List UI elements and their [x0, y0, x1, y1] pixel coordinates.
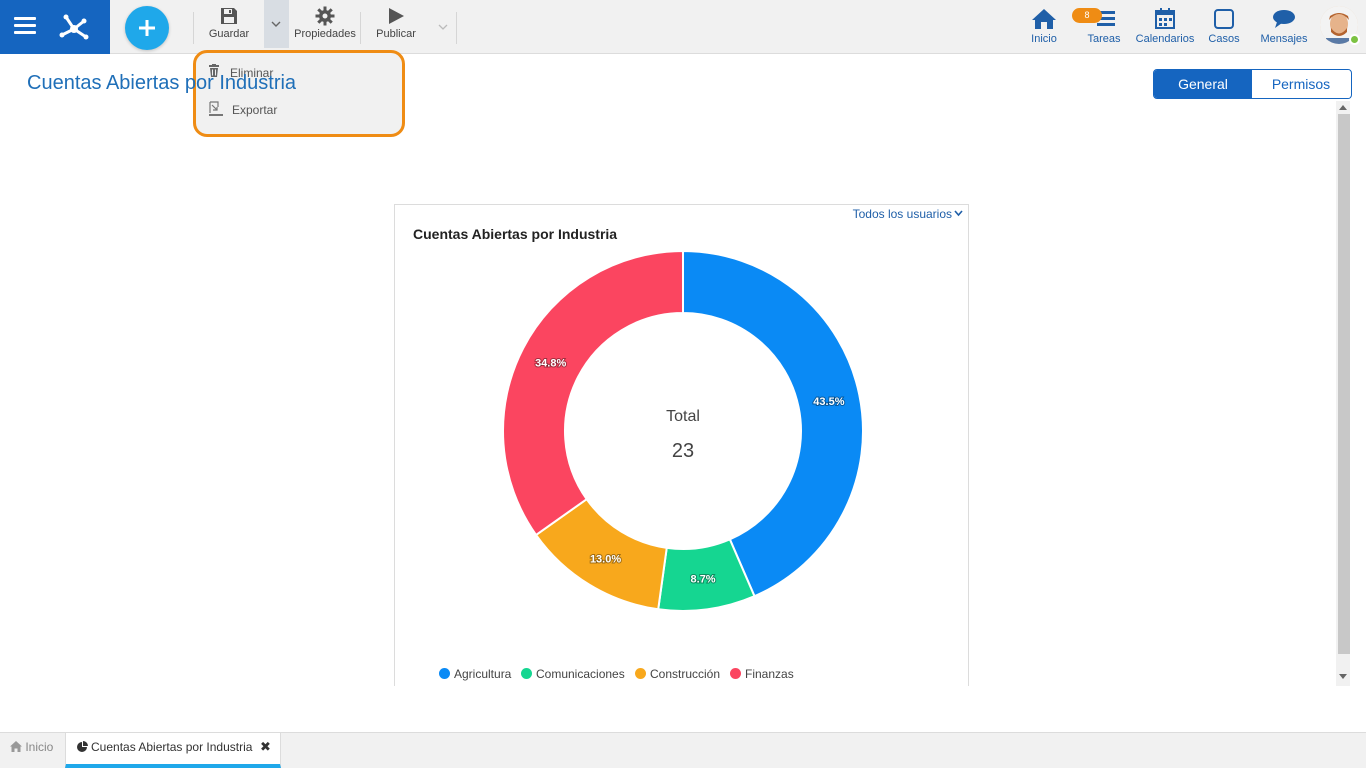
properties-button[interactable]: Propiedades: [292, 6, 358, 48]
menu-item-label: Eliminar: [230, 66, 274, 80]
donut-slice-agricultura[interactable]: [682, 249, 864, 598]
home-icon: [10, 741, 22, 752]
legend-marker: [635, 668, 646, 679]
users-filter-dropdown[interactable]: Todos los usuarios: [853, 207, 963, 221]
slice-data-label: 8.7%: [691, 574, 716, 586]
legend-label: Agricultura: [454, 667, 512, 681]
menu-icon[interactable]: [14, 17, 36, 35]
save-button[interactable]: Guardar: [205, 6, 253, 48]
publish-label: Publicar: [376, 28, 416, 40]
calendar-icon: [1155, 8, 1175, 29]
export-icon: [209, 101, 223, 116]
toolbar-divider: [193, 12, 194, 44]
save-label: Guardar: [208, 28, 250, 40]
scrollbar-thumb[interactable]: [1338, 114, 1350, 654]
tab-general[interactable]: General: [1154, 70, 1252, 98]
toolbar-divider: [360, 12, 361, 44]
play-icon: [389, 8, 404, 24]
messages-icon: [1273, 10, 1295, 28]
cases-icon: [1214, 9, 1234, 29]
legend-label: Finanzas: [745, 667, 794, 681]
slice-data-label: 43.5%: [813, 396, 844, 408]
page-title: Cuentas Abiertas por Industria: [27, 72, 297, 94]
home-icon: [1032, 9, 1056, 29]
publish-button[interactable]: Publicar: [372, 6, 420, 48]
chevron-down-icon: [954, 210, 963, 217]
nav-casos[interactable]: Casos: [1206, 8, 1242, 50]
donut-slice-finanzas[interactable]: [502, 249, 684, 537]
nav-tareas-label: Tareas: [1087, 33, 1121, 45]
legend-marker: [521, 668, 532, 679]
slice-data-label: 34.8%: [535, 358, 566, 370]
nav-inicio[interactable]: Inicio: [1024, 8, 1064, 50]
legend-item-construcción[interactable]: Construcción: [635, 667, 720, 681]
bottom-tab-bar: Inicio Cuentas Abiertas por Industria ✖: [0, 732, 1366, 768]
chevron-down-icon[interactable]: [436, 20, 450, 34]
chart-center-value: 23: [672, 440, 694, 462]
donut-chart: 43.5% 8.7% 13.0% 34.8% Total 23: [502, 249, 864, 612]
properties-label: Propiedades: [294, 28, 356, 40]
legend-item-finanzas[interactable]: Finanzas: [730, 667, 794, 681]
brand-area: [0, 0, 110, 54]
toolbar-divider: [456, 12, 457, 44]
nav-casos-label: Casos: [1208, 33, 1240, 45]
chart-center-label: Total: [666, 408, 700, 425]
chart-title: Cuentas Abiertas por Industria: [413, 226, 618, 242]
nav-mensajes-label: Mensajes: [1260, 33, 1308, 45]
legend-label: Comunicaciones: [536, 667, 625, 681]
chart-card: Todos los usuarios Cuentas Abiertas por …: [394, 204, 969, 686]
gear-icon: [315, 6, 335, 26]
nav-tareas[interactable]: Tareas: [1084, 8, 1124, 50]
chevron-down-icon: [271, 21, 281, 27]
plus-icon: [139, 20, 155, 36]
save-dropdown-menu: Eliminar Exportar: [193, 50, 405, 137]
legend-label: Construcción: [650, 667, 721, 681]
bottom-tab-inicio[interactable]: Inicio: [0, 733, 63, 768]
menu-item-exportar[interactable]: Exportar: [206, 98, 394, 122]
add-button[interactable]: [125, 6, 169, 50]
scroll-down-arrow[interactable]: [1339, 674, 1347, 679]
tasks-icon: [1097, 11, 1115, 26]
bottom-tab-document[interactable]: Cuentas Abiertas por Industria ✖: [65, 732, 281, 768]
top-bar: Guardar Propiedades P: [0, 0, 1366, 54]
legend-marker: [439, 668, 450, 679]
nav-calendarios[interactable]: Calendarios: [1134, 8, 1196, 50]
users-filter-label: Todos los usuarios: [852, 207, 952, 221]
tasks-badge: 8: [1072, 8, 1102, 23]
trash-icon: [209, 64, 219, 77]
online-status-indicator: [1349, 34, 1360, 45]
close-icon[interactable]: ✖: [260, 739, 271, 754]
slice-data-label: 13.0%: [590, 553, 621, 565]
legend-item-agricultura[interactable]: Agricultura: [439, 667, 511, 681]
save-dropdown-toggle[interactable]: [264, 0, 289, 48]
pie-chart-icon: [77, 741, 88, 752]
legend-marker: [730, 668, 741, 679]
view-tabs: General Permisos: [1153, 69, 1352, 99]
logo-icon[interactable]: [56, 9, 92, 45]
menu-item-label: Exportar: [232, 103, 278, 117]
nav-mensajes[interactable]: Mensajes: [1258, 8, 1310, 50]
legend-item-comunicaciones[interactable]: Comunicaciones: [521, 667, 625, 681]
bottom-tab-label: Cuentas Abiertas por Industria: [91, 740, 253, 754]
menu-item-eliminar[interactable]: Eliminar: [206, 61, 394, 85]
nav-calendarios-label: Calendarios: [1135, 33, 1195, 45]
scroll-up-arrow[interactable]: [1339, 105, 1347, 110]
save-icon: [221, 8, 237, 24]
bottom-tab-label: Inicio: [25, 740, 54, 754]
tab-permisos[interactable]: Permisos: [1252, 70, 1350, 98]
nav-inicio-label: Inicio: [1031, 33, 1057, 45]
